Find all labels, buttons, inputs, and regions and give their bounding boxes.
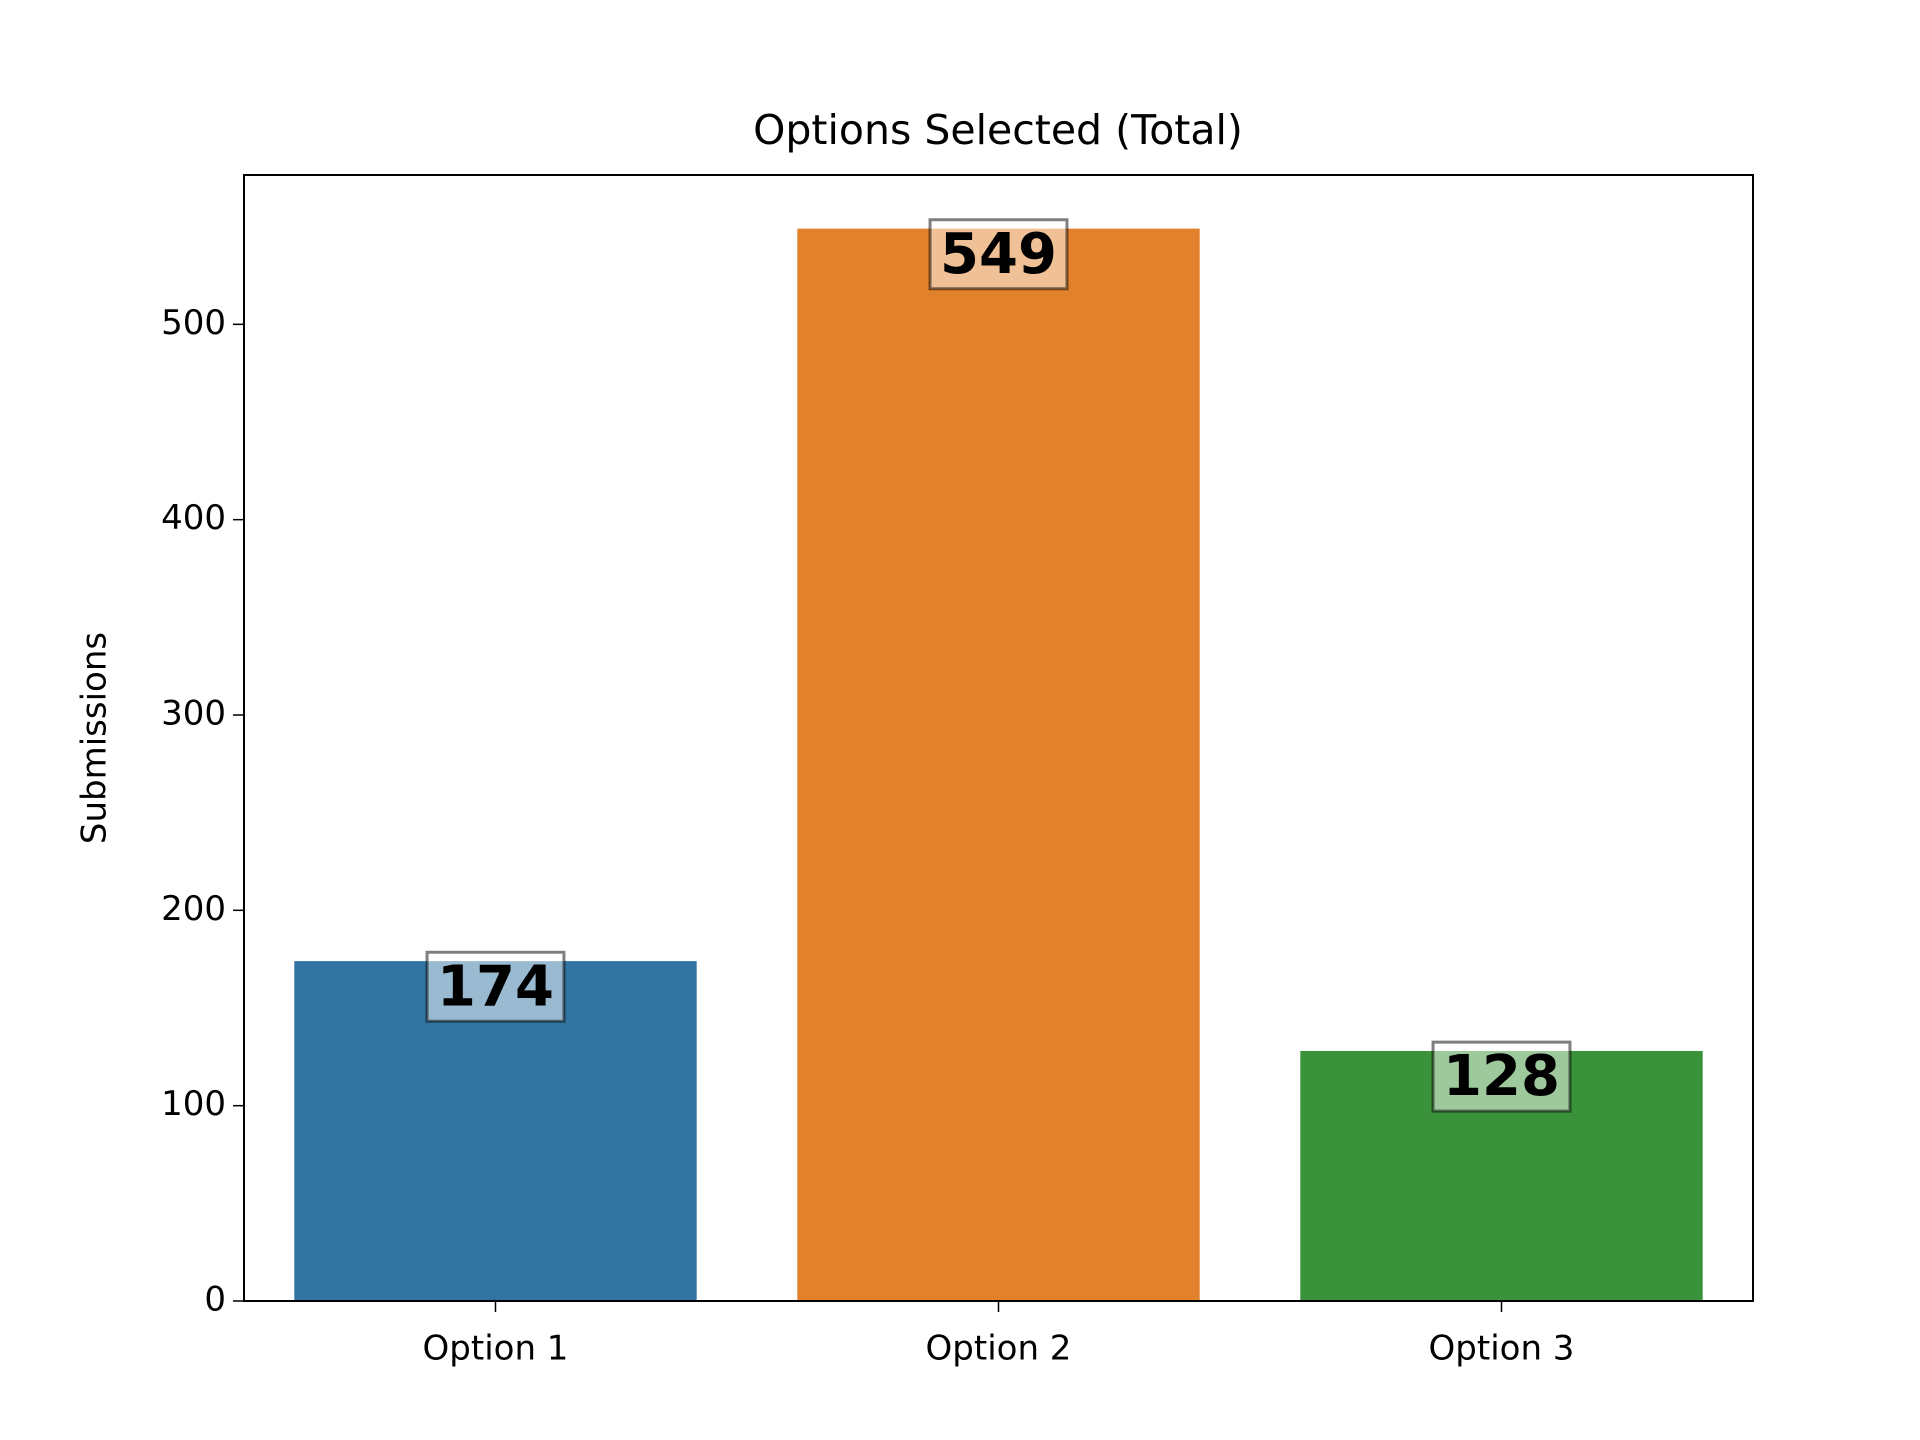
y-tick-label: 300	[161, 693, 226, 733]
y-tick-label: 200	[161, 889, 226, 929]
y-tick-label: 100	[161, 1084, 226, 1124]
y-axis-label: Submissions	[75, 632, 115, 844]
x-tick-label: Option 2	[926, 1329, 1072, 1369]
y-tick-label: 0	[204, 1280, 226, 1320]
value-label-box	[425, 950, 566, 1023]
value-label: 128	[1443, 1044, 1560, 1109]
x-tick-label: Option 1	[423, 1329, 569, 1369]
y-tick-label: 400	[161, 498, 226, 538]
plot-frame	[243, 174, 1754, 1302]
chart-title: Options Selected (Total)	[753, 106, 1243, 154]
value-label: 549	[940, 222, 1057, 287]
x-tick-label: Option 3	[1429, 1329, 1575, 1369]
bar	[797, 228, 1200, 1302]
value-label-box	[928, 218, 1069, 291]
y-tick-label: 500	[161, 303, 226, 343]
value-label: 174	[437, 954, 554, 1019]
value-label-box	[1431, 1040, 1572, 1113]
